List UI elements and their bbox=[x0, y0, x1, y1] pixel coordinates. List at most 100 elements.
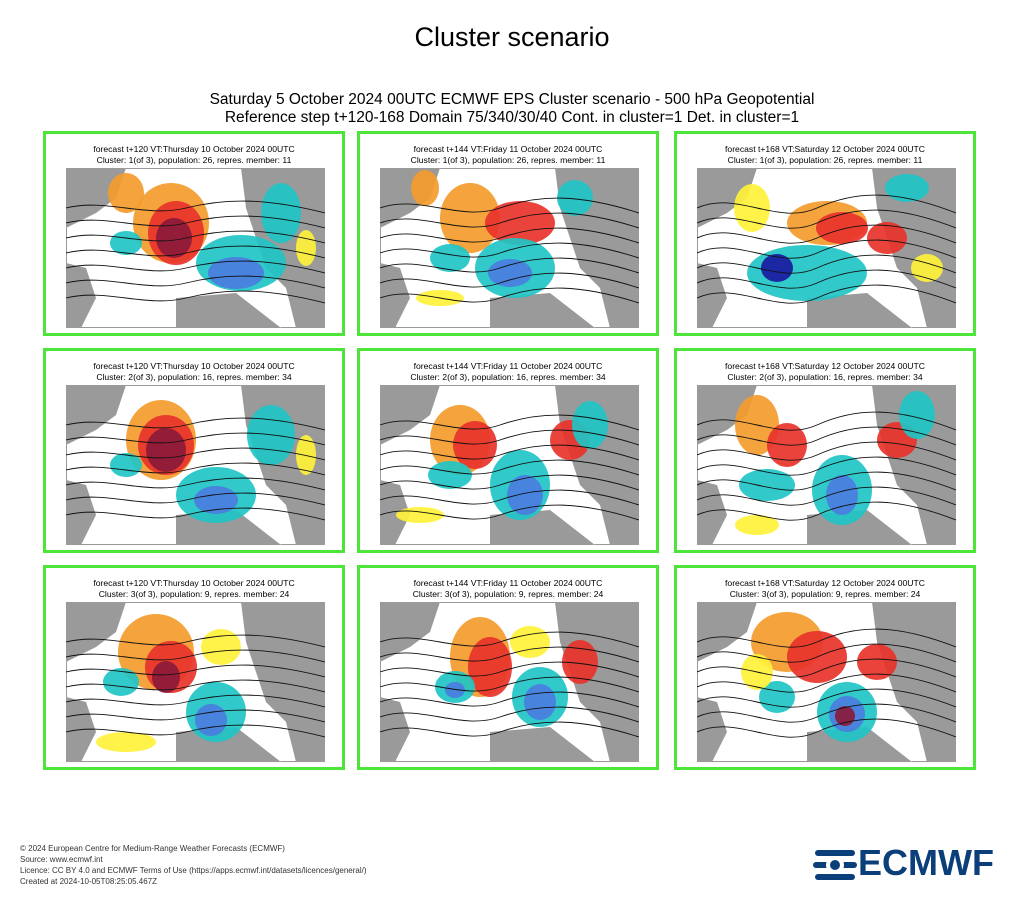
geopotential-contour bbox=[66, 492, 325, 506]
geopotential-contour bbox=[380, 489, 639, 506]
land-north-africa bbox=[490, 293, 595, 328]
geopotential-contour bbox=[380, 474, 639, 491]
geopotential-contour bbox=[380, 212, 639, 229]
geopotential-contour bbox=[380, 242, 639, 259]
anomaly-area bbox=[761, 254, 793, 282]
anomaly-area bbox=[468, 637, 512, 697]
geopotential-contour bbox=[66, 709, 325, 723]
land-greenland bbox=[697, 602, 757, 662]
geopotential-map bbox=[380, 602, 639, 762]
geopotential-contour bbox=[66, 417, 325, 431]
geopotential-contour bbox=[380, 646, 639, 663]
footer-copyright: © 2024 European Centre for Medium-Range … bbox=[20, 844, 285, 853]
chart-subtitle-line1: Saturday 5 October 2024 00UTC ECMWF EPS … bbox=[209, 91, 815, 108]
geopotential-contour bbox=[697, 224, 956, 244]
panel-title-forecast: forecast t+144 VT:Friday 11 October 2024… bbox=[413, 361, 603, 371]
anomaly-area bbox=[867, 222, 907, 254]
geopotential-contour bbox=[697, 471, 956, 491]
panel-title-forecast: forecast t+144 VT:Friday 11 October 2024… bbox=[413, 144, 603, 154]
footer-licence: Licence: CC BY 4.0 and ECMWF Terms of Us… bbox=[20, 866, 367, 875]
anomaly-area bbox=[103, 668, 139, 696]
panel-cluster2-t168: forecast t+168 VT:Saturday 12 October 20… bbox=[674, 348, 976, 553]
panel-title-forecast: forecast t+168 VT:Saturday 12 October 20… bbox=[725, 144, 925, 154]
panel-title-cluster: Cluster: 1(of 3), population: 26, repres… bbox=[96, 155, 292, 165]
anomaly-area bbox=[826, 475, 858, 515]
land-greenland bbox=[697, 385, 757, 445]
anomaly-area bbox=[507, 475, 543, 515]
chart-subtitle-line2: Reference step t+120-168 Domain 75/340/3… bbox=[224, 109, 800, 126]
panel-title-cluster: Cluster: 2(of 3), population: 16, repres… bbox=[727, 372, 923, 382]
geopotential-contour bbox=[697, 441, 956, 461]
anomaly-area bbox=[146, 428, 186, 472]
panel-cluster3-t144: forecast t+144 VT:Friday 11 October 2024… bbox=[357, 565, 659, 770]
geopotential-contour bbox=[380, 197, 639, 214]
anomaly-area bbox=[485, 201, 555, 245]
panel-title-cluster: Cluster: 1(of 3), population: 26, repres… bbox=[410, 155, 606, 165]
geopotential-contour bbox=[380, 287, 639, 304]
page-title: Cluster scenario bbox=[414, 22, 610, 52]
geopotential-contour bbox=[697, 643, 956, 663]
geopotential-contour bbox=[66, 447, 325, 461]
panel-title-forecast: forecast t+120 VT:Thursday 10 October 20… bbox=[93, 578, 295, 588]
anomaly-area bbox=[261, 183, 301, 243]
geopotential-contour bbox=[697, 501, 956, 521]
geopotential-contour bbox=[66, 215, 325, 229]
geopotential-map bbox=[66, 385, 325, 545]
geopotential-contour bbox=[66, 507, 325, 521]
panel-cluster2-t144: forecast t+144 VT:Friday 11 October 2024… bbox=[357, 348, 659, 553]
land-north-africa bbox=[807, 293, 912, 328]
anomaly-area bbox=[453, 421, 497, 469]
geopotential-contour bbox=[697, 426, 956, 446]
anomaly-area bbox=[440, 183, 500, 253]
geopotential-contour bbox=[697, 718, 956, 738]
anomaly-area bbox=[152, 661, 180, 693]
geopotential-contour bbox=[380, 504, 639, 521]
anomaly-area bbox=[557, 180, 593, 216]
geopotential-map bbox=[697, 168, 956, 328]
geopotential-contour bbox=[697, 486, 956, 506]
anomaly-area bbox=[835, 706, 855, 726]
geopotential-contour bbox=[697, 254, 956, 274]
ecmwf-logo-text: ECMWF bbox=[858, 842, 994, 883]
geopotential-contour bbox=[380, 676, 639, 693]
geopotential-contour bbox=[697, 411, 956, 431]
panel-cluster1-t168: forecast t+168 VT:Saturday 12 October 20… bbox=[674, 131, 976, 336]
geopotential-contour bbox=[697, 703, 956, 723]
geopotential-contour bbox=[66, 275, 325, 289]
geopotential-contour bbox=[697, 658, 956, 678]
geopotential-contour bbox=[380, 257, 639, 274]
geopotential-contour bbox=[66, 260, 325, 274]
anomaly-area bbox=[430, 244, 470, 272]
land-greenland bbox=[380, 602, 440, 662]
geopotential-contour bbox=[380, 414, 639, 431]
footer-source: Source: www.ecmwf.int bbox=[20, 855, 103, 864]
land-north-america bbox=[697, 263, 727, 328]
geopotential-contour bbox=[697, 688, 956, 708]
geopotential-map bbox=[697, 602, 956, 762]
geopotential-contour bbox=[380, 721, 639, 738]
geopotential-map bbox=[380, 385, 639, 545]
anomaly-area bbox=[572, 401, 608, 449]
geopotential-contour bbox=[66, 664, 325, 678]
geopotential-contour bbox=[66, 290, 325, 304]
panel-title-cluster: Cluster: 3(of 3), population: 9, repres.… bbox=[412, 589, 604, 599]
land-north-africa bbox=[490, 727, 595, 762]
geopotential-contour bbox=[697, 239, 956, 259]
geopotential-contour bbox=[66, 200, 325, 214]
anomaly-area bbox=[524, 684, 556, 720]
geopotential-contour bbox=[66, 245, 325, 259]
panel-title-forecast: forecast t+120 VT:Thursday 10 October 20… bbox=[93, 361, 295, 371]
panel-cluster3-t168: forecast t+168 VT:Saturday 12 October 20… bbox=[674, 565, 976, 770]
geopotential-contour bbox=[380, 429, 639, 446]
panel-title-cluster: Cluster: 2(of 3), population: 16, repres… bbox=[96, 372, 292, 382]
anomaly-area bbox=[208, 257, 264, 289]
geopotential-contour bbox=[380, 661, 639, 678]
land-greenland bbox=[66, 385, 126, 445]
anomaly-area bbox=[428, 461, 472, 489]
geopotential-map bbox=[66, 168, 325, 328]
geopotential-contour bbox=[697, 628, 956, 648]
anomaly-area bbox=[739, 469, 795, 501]
panel-title-forecast: forecast t+168 VT:Saturday 12 October 20… bbox=[725, 578, 925, 588]
land-north-america bbox=[697, 697, 727, 762]
geopotential-contour bbox=[66, 432, 325, 446]
